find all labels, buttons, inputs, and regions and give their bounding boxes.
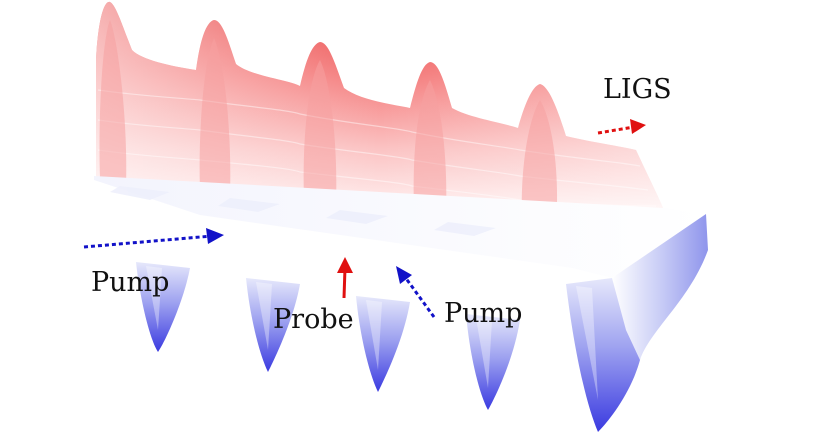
ligs-arrow — [597, 125, 635, 135]
pump-right-arrowhead — [396, 266, 412, 284]
blue-trough-1 — [136, 262, 190, 352]
pump-right-label: Pump — [444, 298, 523, 329]
red-peak-5 — [521, 100, 558, 228]
ligs-label: LIGS — [603, 74, 672, 105]
pump-left-arrow — [83, 234, 213, 249]
blue-trough-2 — [246, 278, 300, 372]
blue-stripes — [110, 186, 496, 236]
pump-left-label: Pump — [91, 267, 170, 298]
red-fringe-surface — [96, 1, 664, 228]
red-peak-1 — [99, 20, 127, 186]
blue-trough-4 — [466, 314, 520, 410]
blue-trough-5 — [566, 278, 640, 432]
beam-arrows — [83, 119, 646, 318]
red-peaks — [99, 20, 558, 228]
red-peak-3 — [303, 60, 337, 206]
side-wall — [612, 214, 708, 360]
pump-right-arrow — [403, 276, 436, 318]
pump-left-arrowhead — [206, 228, 224, 244]
probe-arrowhead — [337, 257, 353, 273]
probe-label: Probe — [273, 304, 354, 335]
blue-trough-3 — [356, 296, 410, 392]
red-peak-2 — [199, 38, 231, 196]
red-peak-4 — [413, 80, 447, 216]
ligs-arrowhead — [630, 119, 646, 134]
blue-fringe-surface — [136, 262, 640, 432]
